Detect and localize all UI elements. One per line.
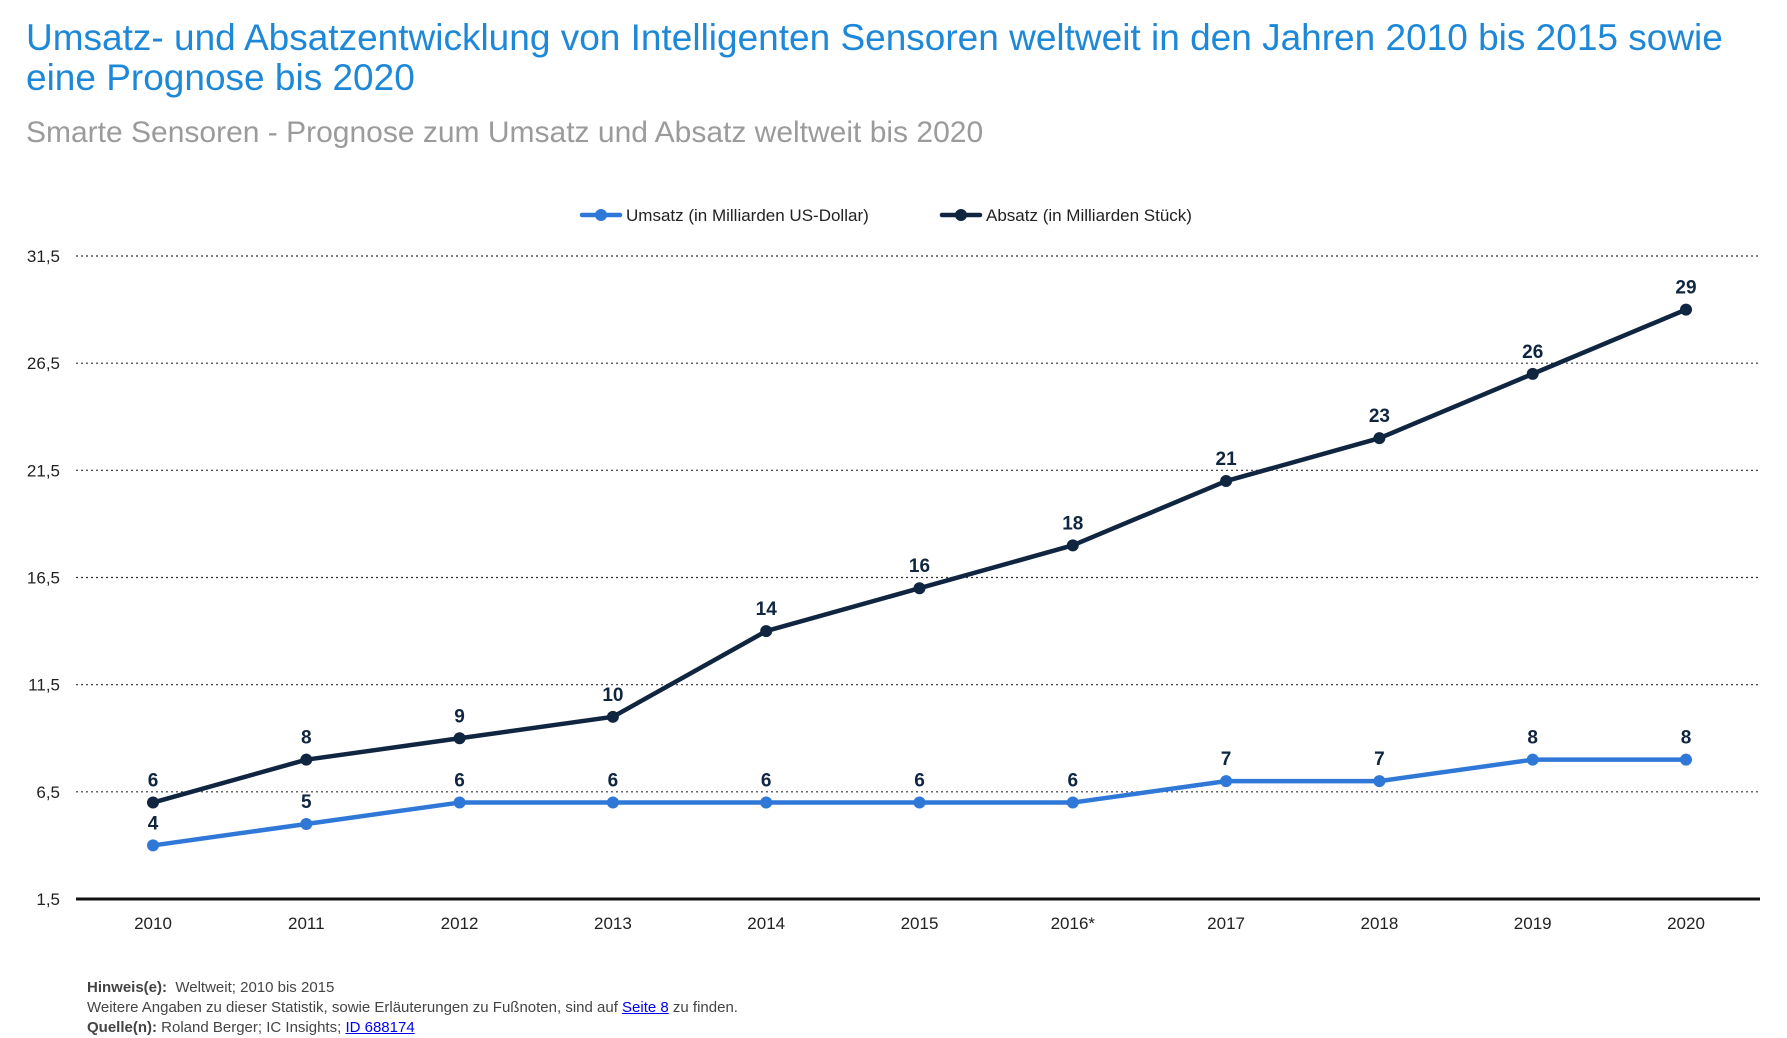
x-tick-label: 2011 <box>288 914 325 930</box>
series-umsatz: 4 5 6 6 6 6 6 7 7 8 8 <box>147 728 1692 852</box>
weitere-text: Weitere Angaben zu dieser Statistik, sow… <box>87 999 618 1016</box>
x-axis: 2010 2011 2012 2013 2014 2015 2016* 2017 2018 201… <box>76 897 1760 930</box>
data-point <box>606 710 619 723</box>
data-label: 6 <box>608 771 619 792</box>
data-label: 8 <box>1681 728 1692 749</box>
line-chart: Umsatz (in Milliarden US-Dollar) Absatz (… <box>27 206 1760 930</box>
data-point <box>300 753 313 766</box>
weitere-line: Weitere Angaben zu dieser Statistik, sow… <box>87 998 738 1018</box>
data-point <box>1526 367 1539 380</box>
series-absatz: 6 8 9 10 14 16 18 21 23 26 29 <box>147 278 1697 809</box>
seite-link[interactable]: Seite 8 <box>622 999 669 1016</box>
y-tick-label: 31,5 <box>27 247 60 266</box>
data-point <box>1526 753 1539 766</box>
data-label: 21 <box>1216 449 1238 470</box>
data-label: 6 <box>1068 771 1079 792</box>
data-point <box>1220 775 1233 788</box>
x-tick-label: 2018 <box>1360 914 1398 930</box>
data-label: 9 <box>454 706 465 727</box>
notes-block: Hinweis(e): Weltweit; 2010 bis 2015 Weit… <box>87 978 738 1038</box>
data-label: 6 <box>761 771 772 792</box>
data-label: 7 <box>1221 749 1232 770</box>
x-tick-label: 2013 <box>594 914 632 930</box>
data-label: 6 <box>454 771 465 792</box>
quelle-line: Quelle(n): Roland Berger; IC Insights; I… <box>87 1018 738 1038</box>
quelle-label: Quelle(n): <box>87 1019 157 1036</box>
data-point <box>1680 303 1692 316</box>
data-point <box>300 817 313 830</box>
data-point <box>606 796 619 809</box>
data-point <box>760 625 773 638</box>
x-tick-label: 2010 <box>134 914 172 930</box>
id-link[interactable]: ID 688174 <box>345 1019 415 1036</box>
chart-title: Umsatz- und Absatzentwicklung von Intell… <box>26 17 1723 98</box>
series-lines: 4 5 6 6 6 6 6 7 7 8 8 6 8 9 10 14 16 18 21 23 26 29 <box>147 278 1697 852</box>
x-tick-label: 2017 <box>1207 914 1245 930</box>
data-label: 14 <box>756 599 778 620</box>
y-tick-label: 6,5 <box>36 783 60 802</box>
data-label: 26 <box>1522 342 1543 363</box>
data-label: 6 <box>148 771 159 792</box>
data-label: 4 <box>148 813 159 834</box>
data-label: 8 <box>301 728 312 749</box>
quelle-text: Roland Berger; IC Insights; <box>161 1019 342 1036</box>
data-label: 23 <box>1369 406 1390 427</box>
x-tick-label: 2012 <box>441 914 479 930</box>
data-point <box>147 839 159 852</box>
data-point <box>453 796 466 809</box>
y-tick-label: 21,5 <box>27 461 60 480</box>
x-tick-label: 2014 <box>747 914 785 930</box>
legend-item-absatz: Absatz (in Milliarden Stück) <box>939 206 1192 225</box>
data-point <box>1066 539 1079 552</box>
data-point <box>1066 796 1079 809</box>
x-tick-label: 2020 <box>1667 914 1705 930</box>
grid-lines <box>76 255 1760 793</box>
hinweis-text: Weltweit; 2010 bis 2015 <box>175 979 335 996</box>
data-point <box>913 582 926 595</box>
data-label: 16 <box>909 556 930 577</box>
x-tick-label: 2016* <box>1051 914 1096 930</box>
data-label: 5 <box>301 792 312 813</box>
data-point <box>1680 753 1692 766</box>
data-point <box>453 732 466 745</box>
chart-subtitle: Smarte Sensoren - Prognose zum Umsatz un… <box>26 116 984 149</box>
y-tick-label: 1,5 <box>36 890 60 909</box>
legend-swatch-dot <box>955 209 967 221</box>
data-point <box>760 796 773 809</box>
data-label: 10 <box>602 685 623 706</box>
data-point <box>147 796 159 809</box>
data-label: 6 <box>914 771 925 792</box>
legend-item-umsatz: Umsatz (in Milliarden US-Dollar) <box>579 206 869 225</box>
legend: Umsatz (in Milliarden US-Dollar) Absatz (… <box>579 206 1192 225</box>
data-label: 18 <box>1062 513 1083 534</box>
legend-label: Absatz (in Milliarden Stück) <box>986 206 1192 225</box>
hinweis-label: Hinweis(e): <box>87 979 168 996</box>
data-label: 7 <box>1374 749 1385 770</box>
data-label: 8 <box>1527 728 1538 749</box>
data-point <box>1220 475 1233 488</box>
legend-label: Umsatz (in Milliarden US-Dollar) <box>626 206 869 225</box>
data-point <box>1373 775 1386 788</box>
data-label: 29 <box>1675 278 1696 299</box>
y-tick-label: 11,5 <box>28 676 60 695</box>
x-tick-label: 2015 <box>901 914 939 930</box>
data-point <box>913 796 926 809</box>
y-axis: 1,5 6,5 11,5 16,5 21,5 26,5 31,5 <box>27 247 60 909</box>
x-tick-label: 2019 <box>1514 914 1552 930</box>
y-tick-label: 26,5 <box>27 354 60 373</box>
hinweis-line: Hinweis(e): Weltweit; 2010 bis 2015 <box>87 978 738 998</box>
data-point <box>1373 432 1386 445</box>
y-tick-label: 16,5 <box>27 569 60 588</box>
legend-swatch-dot <box>595 209 607 221</box>
weitere-after: zu finden. <box>672 999 738 1016</box>
